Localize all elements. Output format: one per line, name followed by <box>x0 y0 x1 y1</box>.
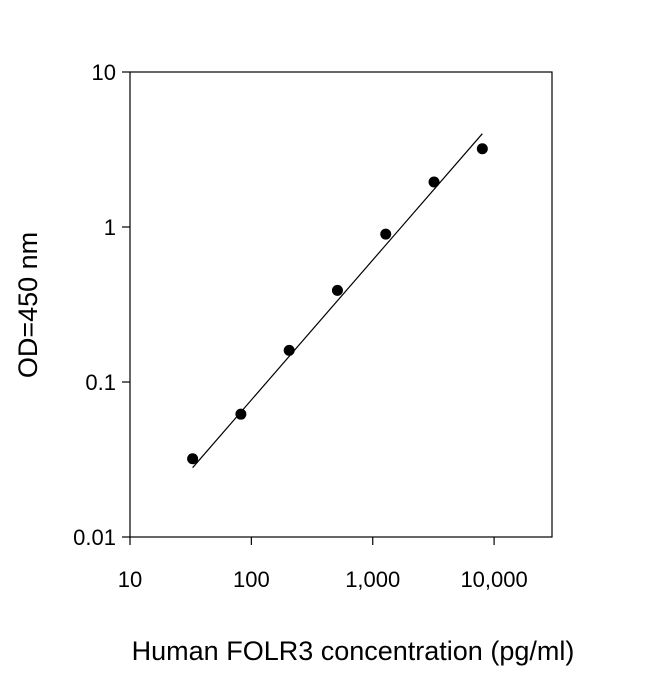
y-axis-ticks: 0.01 0.1 1 10 <box>73 60 130 550</box>
data-point <box>283 344 295 356</box>
x-axis-ticks: 10 100 1,000 10,000 <box>118 537 528 592</box>
y-tick-label: 0.01 <box>73 525 116 550</box>
y-tick-label: 1 <box>104 215 116 240</box>
data-point <box>331 284 343 296</box>
data-points <box>187 143 488 465</box>
data-point <box>476 143 488 155</box>
y-tick-label: 10 <box>92 60 116 85</box>
x-tick-label: 100 <box>233 567 270 592</box>
plot-area-frame <box>129 71 553 538</box>
data-point <box>187 453 199 465</box>
x-axis-title: Human FOLR3 concentration (pg/ml) <box>132 636 575 666</box>
y-tick-label: 0.1 <box>85 370 116 395</box>
y-axis-title: OD=450 nm <box>13 232 43 378</box>
x-tick-label: 1,000 <box>345 567 400 592</box>
x-tick-label: 10,000 <box>460 567 527 592</box>
x-tick-label: 10 <box>118 567 142 592</box>
data-point <box>428 176 440 188</box>
data-point <box>235 408 247 420</box>
data-point <box>380 228 392 240</box>
